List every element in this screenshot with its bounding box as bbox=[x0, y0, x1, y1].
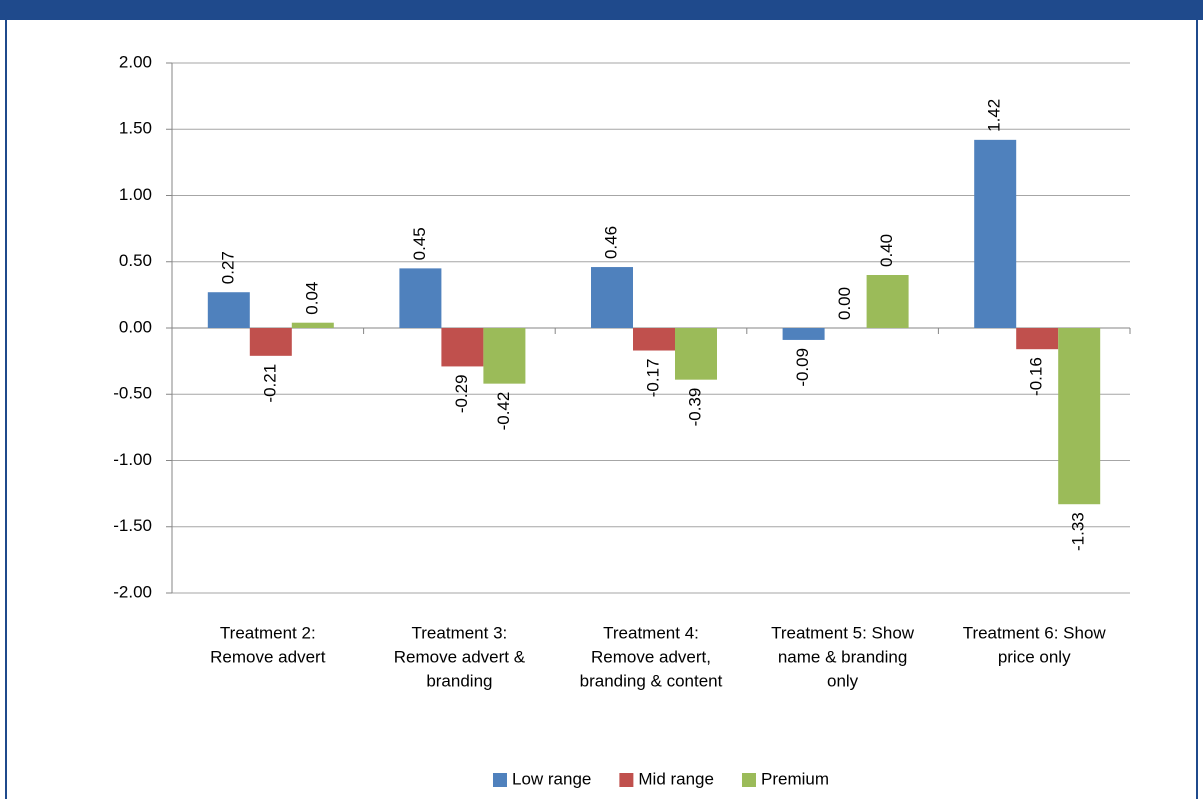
legend-swatch bbox=[741, 773, 756, 787]
y-tick-label: 1.00 bbox=[119, 185, 152, 204]
y-tick-label: 1.50 bbox=[119, 119, 152, 138]
x-tick-label: Treatment 3: bbox=[412, 623, 508, 642]
bar bbox=[207, 292, 250, 328]
value-label: -1.33 bbox=[1069, 512, 1088, 551]
value-label: 0.45 bbox=[410, 227, 429, 260]
bar bbox=[483, 328, 526, 384]
value-label: -0.17 bbox=[643, 359, 662, 398]
bar bbox=[974, 139, 1017, 328]
legend-swatch bbox=[619, 773, 634, 787]
legend-label: Mid range bbox=[638, 769, 714, 788]
value-label: -0.21 bbox=[260, 364, 279, 403]
header-bar bbox=[0, 0, 1203, 20]
value-label: 1.42 bbox=[985, 99, 1004, 132]
y-tick-label: 0.50 bbox=[119, 251, 152, 270]
value-label: 0.04 bbox=[302, 282, 321, 315]
y-tick-label: 0.00 bbox=[119, 317, 152, 336]
value-label: -0.42 bbox=[494, 392, 513, 431]
x-tick-label: Remove advert & bbox=[394, 647, 526, 666]
bar bbox=[782, 328, 825, 340]
x-tick-label: only bbox=[827, 671, 859, 690]
value-label: 0.00 bbox=[835, 287, 854, 320]
y-tick-label: -1.50 bbox=[113, 516, 152, 535]
bar bbox=[675, 328, 717, 380]
bar bbox=[249, 328, 292, 356]
bar bbox=[291, 322, 334, 328]
x-tick-label: Treatment 2: bbox=[220, 623, 316, 642]
x-tick-label: Treatment 5: Show bbox=[771, 623, 915, 642]
x-tick-label: Treatment 6: Show bbox=[963, 623, 1107, 642]
value-label: 0.27 bbox=[218, 251, 237, 284]
x-tick-label: price only bbox=[998, 647, 1071, 666]
value-label: 0.40 bbox=[877, 234, 896, 267]
legend-swatch bbox=[492, 773, 507, 787]
value-label: -0.39 bbox=[685, 388, 704, 427]
bar bbox=[866, 275, 909, 328]
legend-label: Low range bbox=[512, 769, 591, 788]
value-label: -0.09 bbox=[793, 348, 812, 387]
x-tick-label: branding & content bbox=[580, 671, 723, 690]
y-tick-label: -1.00 bbox=[113, 450, 152, 469]
bar bbox=[591, 267, 633, 328]
value-label: 0.46 bbox=[601, 226, 620, 259]
x-tick-label: name & branding bbox=[778, 647, 907, 666]
bar bbox=[633, 328, 675, 351]
y-tick-label: -2.00 bbox=[113, 582, 152, 601]
value-label: -0.29 bbox=[452, 374, 471, 413]
y-tick-label: 2.00 bbox=[119, 52, 152, 71]
x-tick-label: Remove advert, bbox=[591, 647, 711, 666]
value-label: -0.16 bbox=[1027, 357, 1046, 396]
bar bbox=[1016, 328, 1059, 350]
bar bbox=[441, 328, 484, 367]
bar bbox=[1058, 328, 1101, 505]
legend-label: Premium bbox=[761, 769, 829, 788]
x-tick-label: Remove advert bbox=[210, 647, 326, 666]
y-tick-label: -0.50 bbox=[113, 384, 152, 403]
x-tick-label: branding bbox=[426, 671, 492, 690]
bar bbox=[399, 268, 442, 328]
x-tick-label: Treatment 4: bbox=[603, 623, 699, 642]
